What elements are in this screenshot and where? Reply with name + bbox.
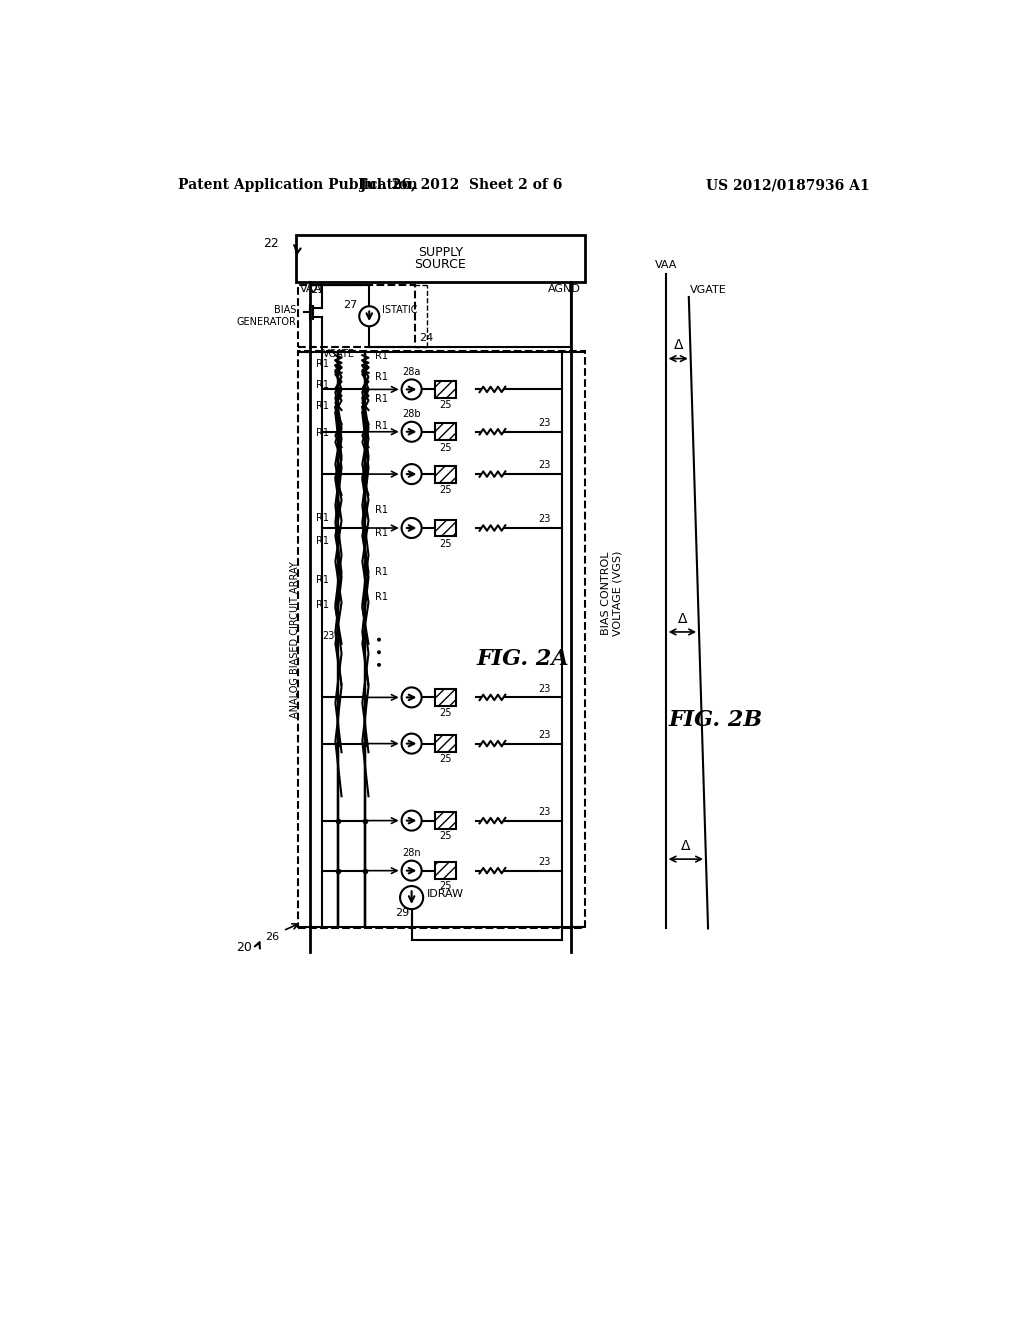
- Text: 25: 25: [439, 484, 452, 495]
- Text: 23: 23: [538, 807, 550, 817]
- Text: • • •: • • •: [374, 635, 388, 668]
- Text: 23: 23: [538, 857, 550, 867]
- Bar: [435, 689, 457, 706]
- Circle shape: [401, 688, 422, 708]
- Text: 25: 25: [439, 832, 452, 841]
- Circle shape: [400, 886, 423, 909]
- Bar: [435, 424, 457, 441]
- Bar: [435, 812, 457, 829]
- Text: SOURCE: SOURCE: [415, 259, 466, 271]
- Text: 23: 23: [538, 730, 550, 739]
- Text: R1: R1: [316, 536, 330, 546]
- Text: 25: 25: [439, 442, 452, 453]
- Text: 23: 23: [538, 684, 550, 693]
- Text: R1: R1: [375, 591, 388, 602]
- Text: 23: 23: [538, 418, 550, 428]
- Text: FIG. 2B: FIG. 2B: [669, 710, 763, 731]
- Text: IDRAW: IDRAW: [427, 888, 464, 899]
- Text: 28a: 28a: [402, 367, 421, 378]
- Text: 23: 23: [538, 515, 550, 524]
- Text: FIG. 2A: FIG. 2A: [477, 648, 569, 671]
- Circle shape: [401, 465, 422, 484]
- Text: VAA: VAA: [300, 284, 323, 294]
- Bar: [435, 735, 457, 752]
- Bar: [298, 351, 585, 928]
- Text: 20: 20: [237, 941, 252, 954]
- Text: Δ: Δ: [678, 611, 687, 626]
- Text: 21: 21: [310, 285, 325, 296]
- Text: 25: 25: [439, 708, 452, 718]
- Text: 25: 25: [439, 400, 452, 411]
- Text: SUPPLY: SUPPLY: [418, 246, 463, 259]
- Text: R1: R1: [316, 513, 330, 523]
- Circle shape: [401, 422, 422, 442]
- Bar: [298, 285, 416, 347]
- Text: 23: 23: [538, 461, 550, 470]
- Text: R1: R1: [316, 401, 330, 412]
- Text: R1: R1: [375, 372, 388, 383]
- Text: ANALOG BIASED CIRCUIT ARRAY: ANALOG BIASED CIRCUIT ARRAY: [290, 561, 300, 718]
- Text: Δ: Δ: [674, 338, 683, 352]
- Text: R1: R1: [316, 428, 330, 438]
- Text: VGATE: VGATE: [323, 348, 355, 359]
- Text: VAA: VAA: [654, 260, 677, 271]
- Text: 27: 27: [343, 300, 357, 310]
- Text: VGATE: VGATE: [690, 285, 727, 294]
- Circle shape: [401, 379, 422, 400]
- Bar: [435, 381, 457, 397]
- Text: 23: 23: [323, 631, 335, 640]
- Text: R1: R1: [375, 528, 388, 539]
- Text: Jul. 26, 2012  Sheet 2 of 6: Jul. 26, 2012 Sheet 2 of 6: [360, 178, 563, 193]
- Text: BIAS CONTROL
VOLTAGE (VGS): BIAS CONTROL VOLTAGE (VGS): [601, 550, 623, 636]
- Text: R1: R1: [316, 380, 330, 391]
- Text: 24: 24: [419, 333, 433, 343]
- Circle shape: [401, 734, 422, 754]
- Text: 25: 25: [439, 882, 452, 891]
- Circle shape: [401, 861, 422, 880]
- Text: 28b: 28b: [402, 409, 421, 420]
- Bar: [435, 520, 457, 536]
- Text: Δ: Δ: [681, 840, 690, 853]
- Text: 29: 29: [395, 908, 410, 917]
- Text: AGND: AGND: [548, 284, 581, 294]
- Circle shape: [401, 517, 422, 539]
- Text: US 2012/0187936 A1: US 2012/0187936 A1: [707, 178, 869, 193]
- Text: R1: R1: [375, 566, 388, 577]
- Text: R1: R1: [375, 351, 388, 362]
- Circle shape: [359, 306, 379, 326]
- Bar: [435, 466, 457, 483]
- Text: 25: 25: [439, 539, 452, 549]
- Text: ISTATIC: ISTATIC: [382, 305, 417, 315]
- Text: BIAS
GENERATOR: BIAS GENERATOR: [237, 305, 296, 327]
- Text: R1: R1: [375, 421, 388, 430]
- Text: Patent Application Publication: Patent Application Publication: [178, 178, 418, 193]
- Text: R1: R1: [316, 359, 330, 370]
- Text: R1: R1: [375, 506, 388, 515]
- Text: R1: R1: [316, 574, 330, 585]
- Text: R1: R1: [375, 393, 388, 404]
- Text: 22: 22: [262, 236, 279, 249]
- Text: 28n: 28n: [402, 849, 421, 858]
- Text: R1: R1: [316, 599, 330, 610]
- Circle shape: [401, 810, 422, 830]
- Text: 26: 26: [265, 932, 280, 942]
- Bar: [296, 235, 585, 281]
- Bar: [435, 862, 457, 879]
- Text: 25: 25: [439, 755, 452, 764]
